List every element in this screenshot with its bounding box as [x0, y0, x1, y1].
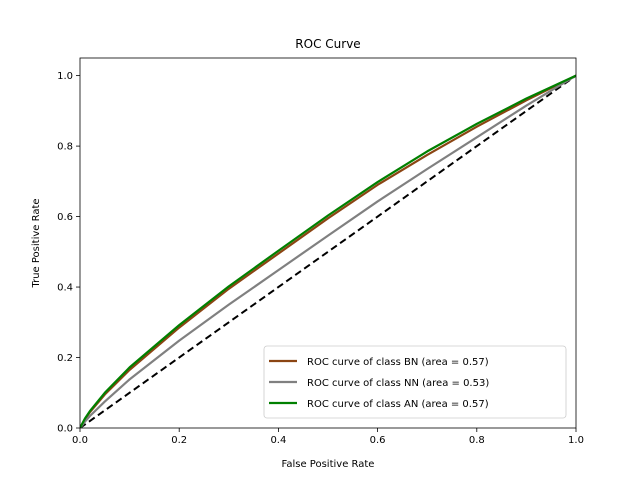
- x-axis-label: False Positive Rate: [282, 459, 375, 470]
- x-tick-label: 0.2: [171, 435, 187, 446]
- legend: ROC curve of class BN (area = 0.57) ROC c…: [263, 345, 567, 419]
- y-tick-label: 0.2: [57, 353, 73, 364]
- series-line-2: [80, 74, 576, 428]
- y-tick-label: 0.8: [57, 142, 73, 153]
- reference-diagonal-line: [80, 74, 576, 428]
- chart-title: ROC Curve: [295, 37, 360, 51]
- legend-entry-1: ROC curve of class BN (area = 0.57): [307, 357, 489, 368]
- legend-box: [263, 345, 567, 419]
- x-tick-label: 0.8: [469, 435, 485, 446]
- axes-frame: [79, 57, 577, 429]
- x-tick-label: 0.6: [370, 435, 386, 446]
- y-tick-label: 0.0: [57, 424, 73, 435]
- y-tick-label: 1.0: [57, 71, 73, 82]
- y-axis-label: True Positive Rate: [31, 198, 42, 288]
- x-tick-label: 0.4: [270, 435, 286, 446]
- legend-entry-3: ROC curve of class AN (area = 0.57): [307, 399, 489, 410]
- y-tick-label: 0.6: [57, 212, 73, 223]
- legend-entry-2: ROC curve of class NN (area = 0.53): [307, 378, 489, 389]
- plot-area: 0.0 0.2 0.4 0.6 0.8 1.0 0.0 0.2 0.4 0.6 0.8 1.0: [57, 57, 584, 446]
- x-tick-label: 1.0: [568, 435, 584, 446]
- series-line-3: [80, 74, 576, 428]
- y-tick-label: 0.4: [57, 283, 73, 294]
- x-tick-label: 0.0: [72, 435, 88, 446]
